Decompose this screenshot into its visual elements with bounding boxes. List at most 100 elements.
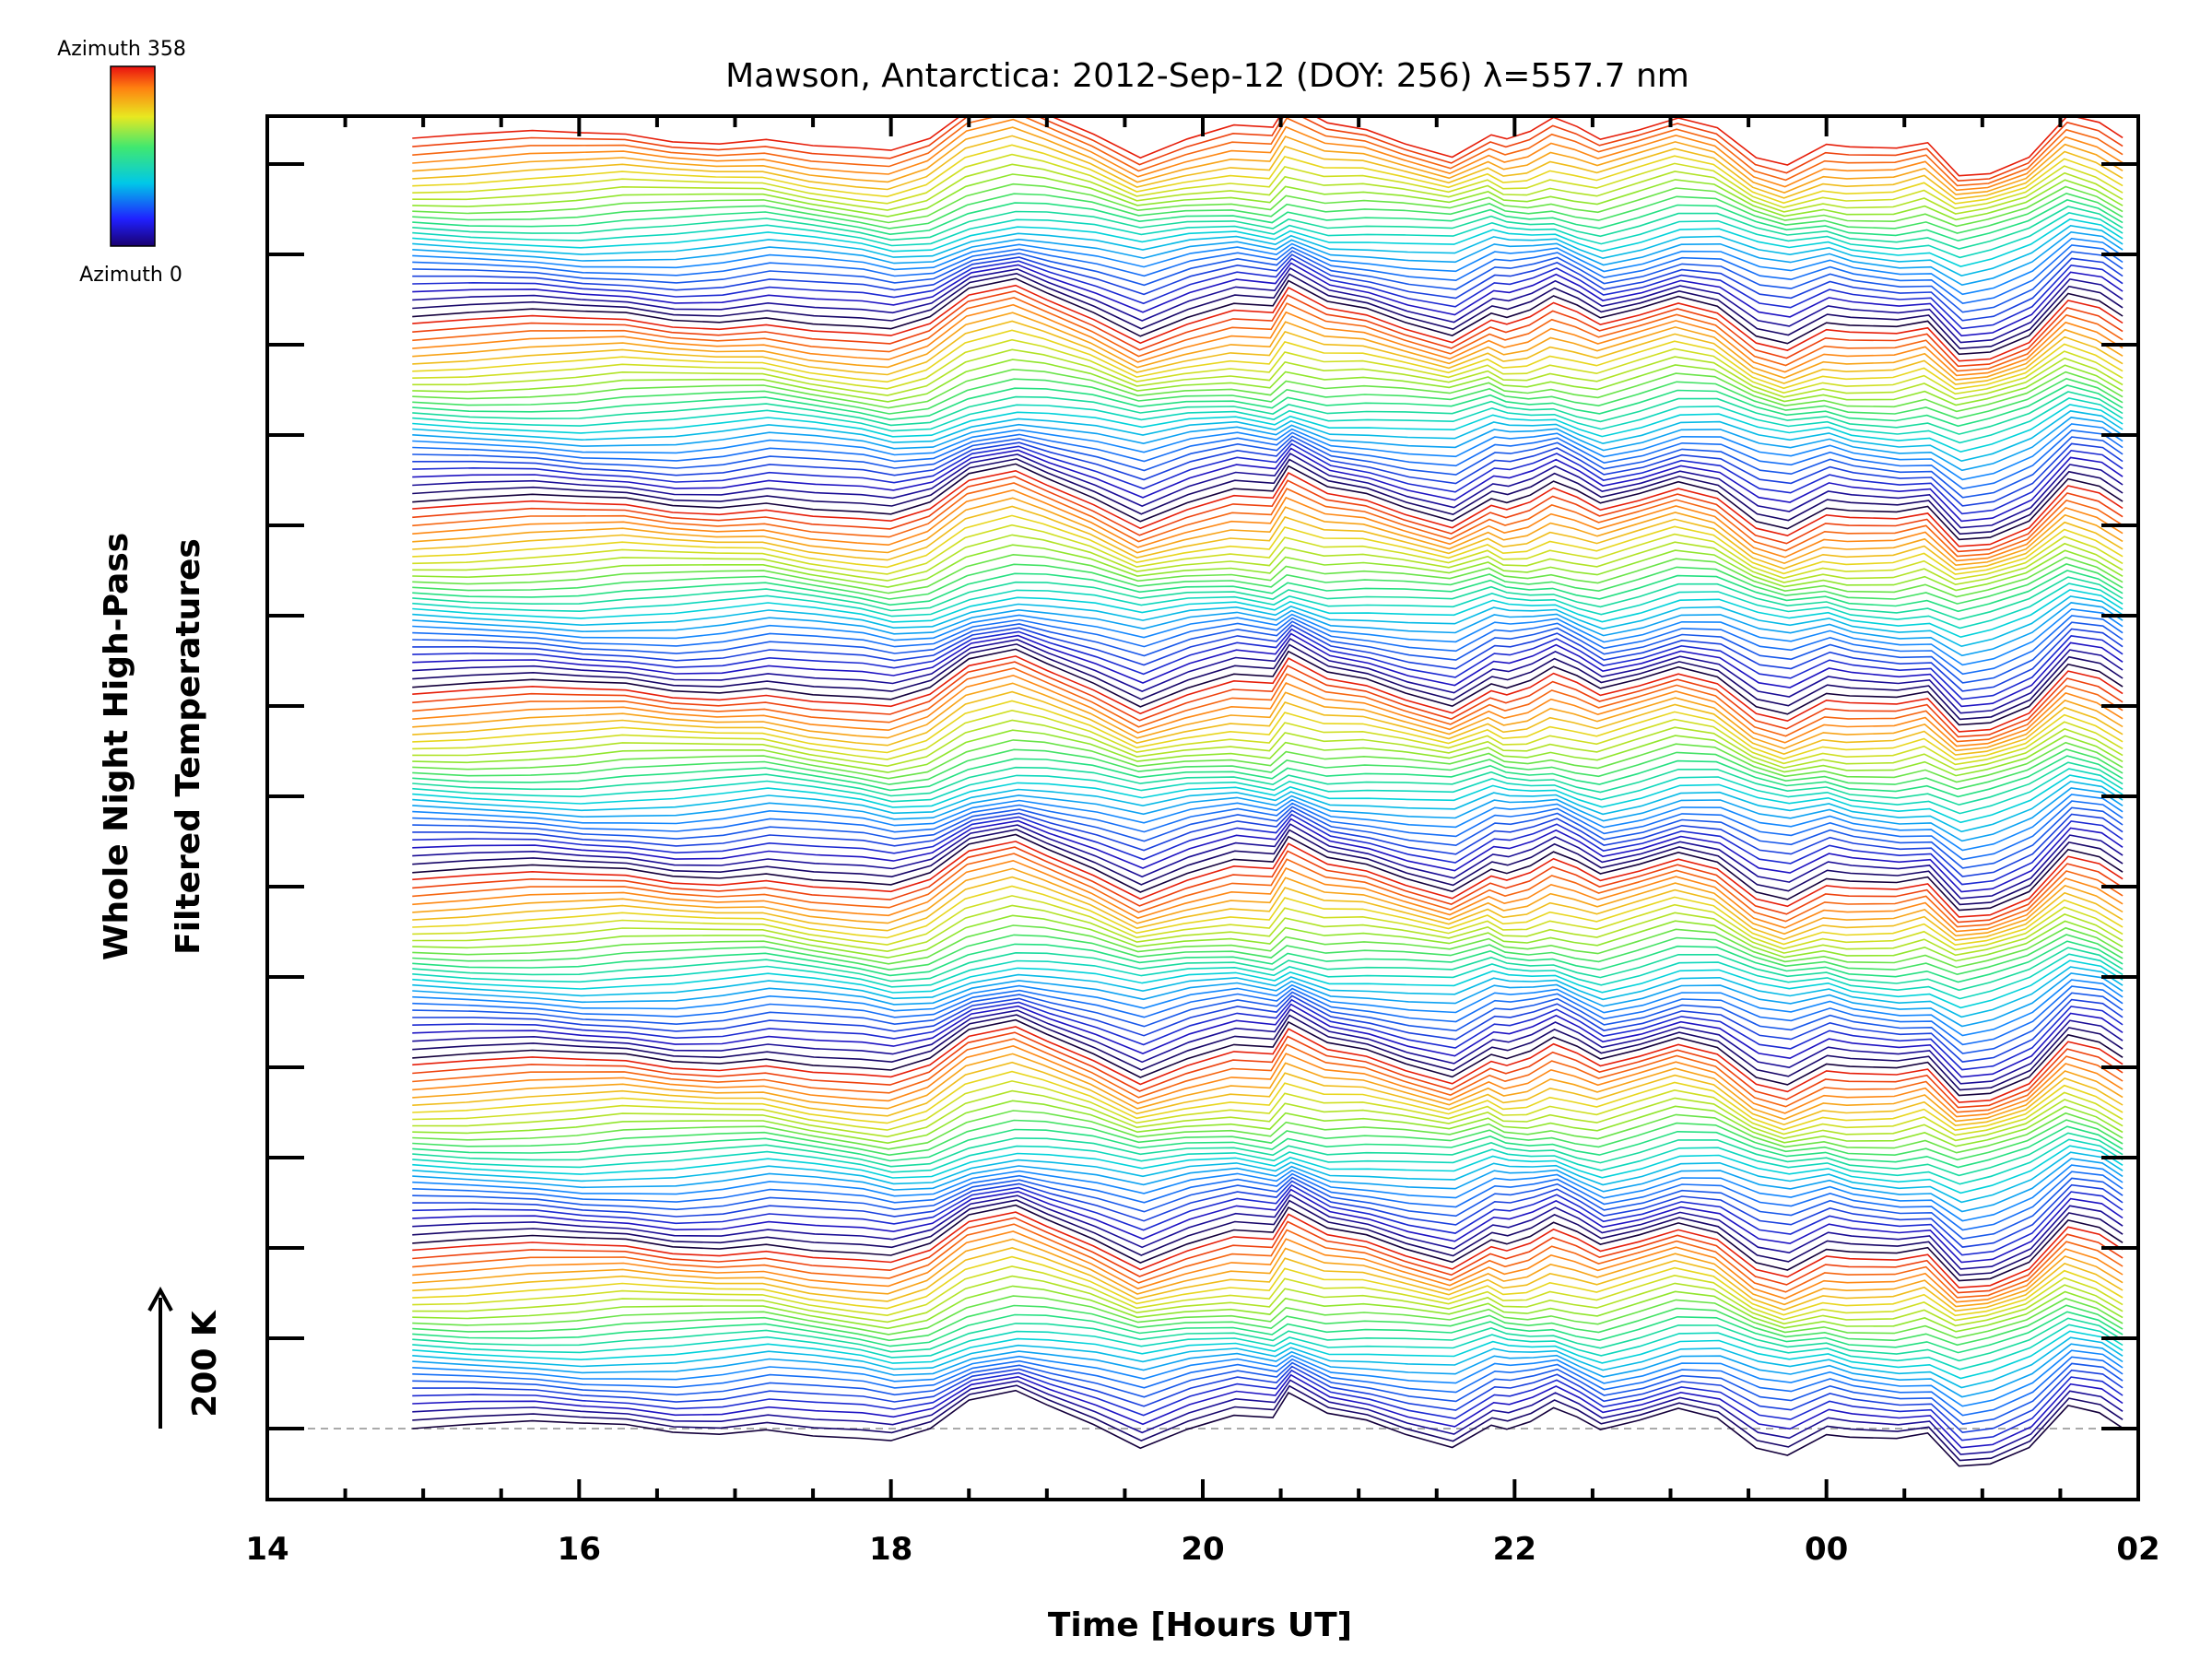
temperature-trace (412, 1238, 2124, 1308)
temperature-trace (412, 979, 2124, 1037)
temperature-trace (412, 1164, 2124, 1222)
temperature-trace (412, 277, 2124, 356)
temperature-trace (412, 1008, 2124, 1085)
temperature-trace (412, 582, 2124, 629)
temperature-trace (412, 458, 2124, 535)
temperature-trace (412, 1204, 2124, 1282)
temperature-trace (412, 192, 2124, 234)
temperature-trace (412, 846, 2124, 924)
temperature-trace (412, 368, 2124, 413)
temperature-trace (412, 359, 2124, 406)
temperature-trace (412, 1361, 2124, 1425)
temperature-trace (412, 377, 2124, 419)
temperature-trace (412, 463, 2124, 541)
temperature-trace (412, 1119, 2124, 1161)
temperature-trace (412, 787, 2124, 842)
temperature-trace (412, 991, 2124, 1054)
temperature-trace (412, 391, 2124, 435)
temperature-trace (412, 135, 2124, 200)
temperature-trace (412, 1379, 2124, 1455)
temperature-trace (412, 1389, 2124, 1467)
temperature-trace (412, 1304, 2124, 1347)
temperature-trace (412, 1171, 2124, 1231)
temperature-trace (412, 661, 2124, 738)
temperature-trace (412, 284, 2124, 362)
temperature-trace (412, 1246, 2124, 1312)
temperature-trace (412, 1183, 2124, 1256)
temperature-trace (412, 800, 2124, 861)
temperature-trace (412, 1070, 2124, 1132)
temperature-trace (412, 1356, 2124, 1417)
temperature-trace (412, 953, 2124, 1000)
temperature-trace (412, 690, 2124, 756)
temperature-trace (412, 1317, 2124, 1362)
temperature-trace (412, 700, 2124, 760)
x-tick-label: 20 (1181, 1531, 1224, 1568)
temperature-trace (412, 1336, 2124, 1389)
temperature-trace (412, 1061, 2124, 1127)
temperature-trace (412, 940, 2124, 983)
temperature-trace (412, 453, 2124, 529)
temperature-trace (412, 1151, 2124, 1204)
temperature-trace (412, 924, 2124, 969)
temperature-trace (412, 761, 2124, 806)
temperature-trace (412, 230, 2124, 287)
temperature-trace (412, 1295, 2124, 1339)
temperature-trace (412, 118, 2124, 182)
temperature-trace (412, 144, 2124, 205)
temperature-trace (412, 818, 2124, 893)
temperature-trace (412, 244, 2124, 305)
temperature-trace (412, 423, 2124, 481)
temperature-trace (412, 934, 2124, 976)
temperature-trace (412, 488, 2124, 562)
temperature-trace (412, 570, 2124, 613)
temperature-trace (412, 608, 2124, 666)
temperature-trace (412, 841, 2124, 918)
temperature-trace (412, 809, 2124, 877)
temperature-trace (412, 1217, 2124, 1294)
temperature-trace (412, 1003, 2124, 1078)
temperature-trace (412, 1324, 2124, 1371)
temperature-trace (412, 1018, 2124, 1097)
x-axis-label: Time [Hours UT] (1048, 1606, 1352, 1644)
temperature-trace (412, 338, 2124, 395)
temperature-trace (412, 624, 2124, 692)
temperature-trace (412, 1365, 2124, 1434)
scale-indicator: 200 K (147, 1286, 224, 1429)
temperature-trace (412, 1045, 2124, 1118)
temperature-trace (412, 885, 2124, 947)
temperature-trace (412, 505, 2124, 571)
temperature-trace (412, 439, 2124, 507)
temperature-trace (412, 781, 2124, 833)
temperature-trace (412, 729, 2124, 777)
temperature-trace (412, 212, 2124, 259)
temperature-trace (412, 497, 2124, 567)
temperature-trace (412, 1223, 2124, 1299)
scale-label: 200 K (186, 1310, 224, 1418)
temperature-trace (412, 1145, 2124, 1194)
temperature-trace (412, 163, 2124, 215)
x-tick-label: 02 (2116, 1531, 2159, 1568)
temperature-trace (412, 320, 2124, 385)
temperature-trace (412, 628, 2124, 700)
colorbar-min-label: Azimuth 0 (79, 264, 182, 287)
temperature-trace (412, 1384, 2124, 1462)
temperature-trace (412, 1311, 2124, 1354)
temperature-trace (412, 972, 2124, 1028)
temperature-trace (412, 224, 2124, 276)
temperature-trace (412, 876, 2124, 941)
temperature-trace (412, 118, 2124, 192)
temperature-trace (412, 895, 2124, 951)
temperature-trace (412, 1132, 2124, 1177)
temperature-trace (412, 739, 2124, 783)
temperature-trace (412, 1349, 2124, 1407)
axis-ticks (265, 116, 2140, 1500)
y-axis-label-line1: Whole Night High-Pass (98, 533, 135, 960)
scale-arrow-head (147, 1286, 173, 1312)
temperature-trace (412, 253, 2124, 322)
temperature-trace (412, 303, 2124, 377)
temperature-trace (412, 1100, 2124, 1147)
temperature-trace (412, 985, 2124, 1046)
temperature-trace (412, 719, 2124, 771)
temperature-trace (412, 1199, 2124, 1277)
